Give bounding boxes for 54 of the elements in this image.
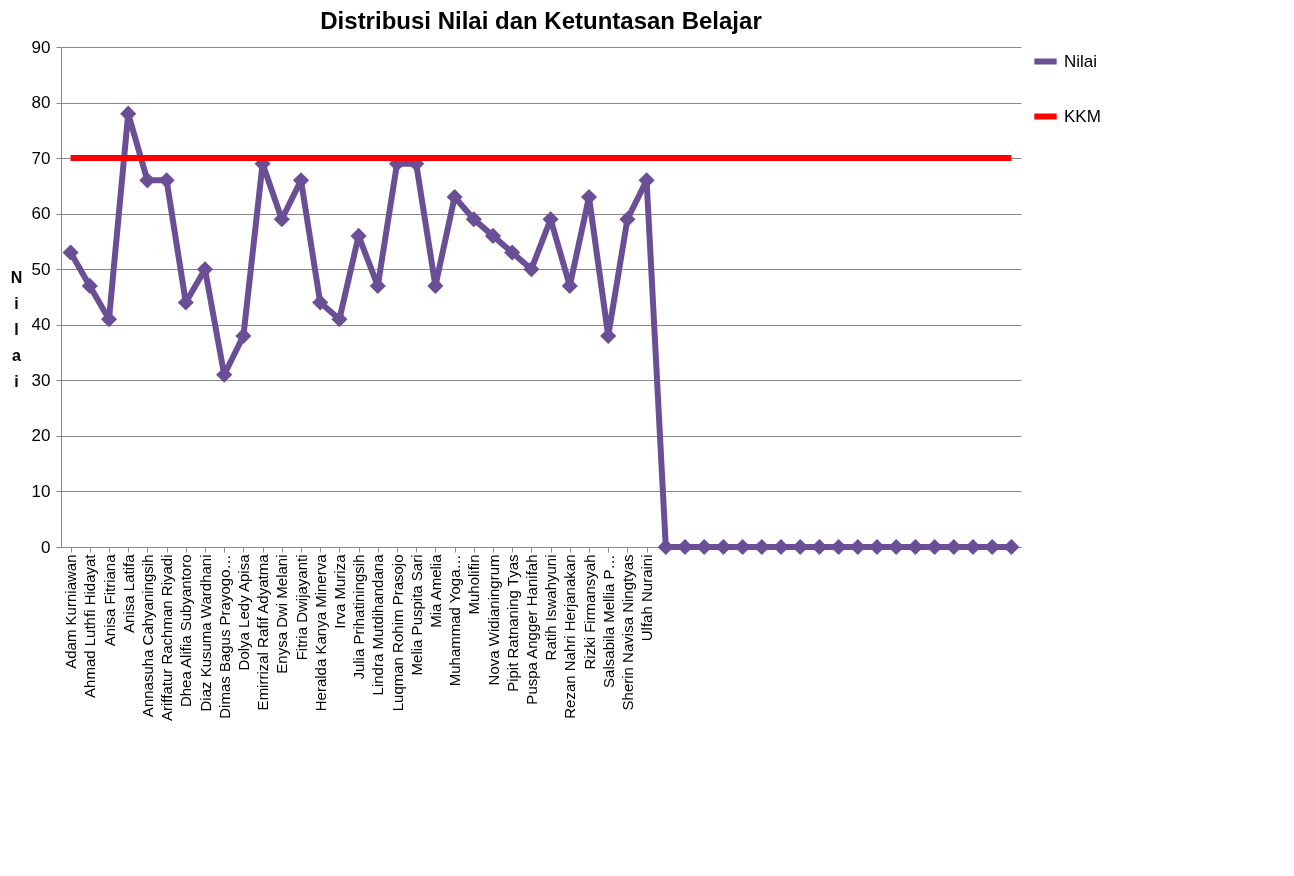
y-tick-label: 40 (31, 315, 51, 335)
point (312, 294, 329, 311)
x-tick-label: Dhea Alifia Subyantoro (177, 554, 195, 708)
y-tick-label: 60 (31, 204, 51, 224)
point (81, 277, 98, 294)
x-tick-label: Ratih Iswahyuni (542, 554, 560, 661)
y-tick-label: 90 (31, 37, 51, 57)
x-tick-label: Anisa Latifa (119, 553, 137, 633)
y-tick-label: 30 (31, 370, 51, 390)
x-tick-label: Emirrizal Rafif Adyatma (254, 553, 272, 711)
x-tick-label: Pipit Ratnaning Tyas (503, 554, 521, 692)
x-tick-label: Puspa Angger Hanifah (522, 554, 540, 705)
y-tick-label: 70 (31, 148, 51, 168)
y-tick-label: 20 (31, 426, 51, 446)
x-tick-label: Rezan Nahri Herjanakan (561, 554, 579, 719)
y-tick-label: 0 (41, 537, 51, 557)
x-tick-label: Ariffatur Rachman Riyadi (158, 554, 176, 721)
legend-label: Nilai (1064, 51, 1098, 71)
chart-title: Distribusi Nilai dan Ketuntasan Belajar (320, 7, 762, 34)
x-tick-label: Dimas Bagus Prayogo… (215, 554, 233, 719)
x-tick-label: Enysa Dwi Melani (273, 554, 291, 674)
x-tick-label: Salsabila Mellia P… (599, 554, 617, 688)
x-tick-label: Luqman Rohim Prasojo (388, 554, 406, 712)
x-tick-label: Julia Prihatiningsih (350, 554, 368, 680)
x-tick-label: Muhammad Yoga… (446, 554, 464, 687)
x-tick-label: Anisa Fitriana (100, 553, 118, 647)
point (331, 311, 348, 328)
y-axis-title: Nilai (10, 268, 23, 390)
x-tick-label: Lindra Mutdihandana (369, 553, 387, 696)
x-tick-label: Muholifin (465, 554, 483, 615)
x-tick-label: Mia Amelia (426, 553, 444, 628)
x-tick-label: Dolya Ledy Apisa (234, 553, 252, 671)
x-tick-label: Fitria Dwijayanti (292, 554, 310, 661)
x-tick-label: Rizki Firmansyah (580, 554, 598, 670)
point (619, 211, 636, 228)
y-tick-label: 50 (31, 259, 51, 279)
y-tick-label: 10 (31, 481, 51, 501)
x-tick-label: Nova Widianingrum (484, 554, 502, 686)
x-tick-label: Adam Kurniawan (62, 554, 80, 669)
x-tick-label: Irva Muriza (330, 553, 348, 629)
x-tick-label: Sherin Navisa Ningtyas (618, 554, 636, 711)
legend-label: KKM (1064, 106, 1101, 126)
point (504, 244, 521, 261)
x-tick-label: Melia Puspita Sari (407, 554, 425, 676)
point (484, 227, 502, 244)
point (465, 211, 482, 228)
x-tick-label: Annasuha Cahyaningsih (138, 554, 156, 718)
point (62, 244, 79, 261)
x-tick-label: Heralda Kanya Minerva (311, 553, 329, 712)
x-tick-label: Diaz Kusuma Wardhani (196, 554, 214, 712)
x-tick-label: Ulfah Nuraini (638, 554, 656, 642)
y-tick-label: 80 (31, 93, 51, 113)
x-tick-label: Ahmad Luthfi Hidayat (81, 553, 99, 698)
point (523, 261, 540, 278)
